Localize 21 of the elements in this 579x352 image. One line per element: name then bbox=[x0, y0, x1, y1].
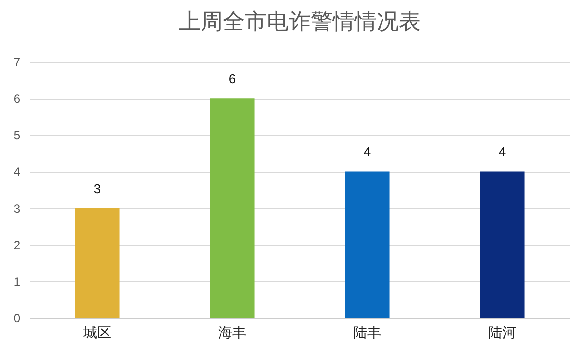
y-tick-label: 7 bbox=[14, 56, 21, 70]
bar bbox=[75, 208, 120, 318]
bar bbox=[345, 172, 390, 318]
bar bbox=[210, 98, 255, 318]
bar bbox=[480, 172, 525, 318]
data-label: 4 bbox=[498, 144, 506, 160]
data-label: 6 bbox=[228, 72, 236, 87]
y-tick-label: 2 bbox=[14, 238, 21, 252]
data-label: 3 bbox=[94, 181, 102, 196]
x-tick-label: 陆河 bbox=[488, 326, 516, 342]
y-tick-label: 3 bbox=[14, 202, 21, 216]
y-tick-label: 4 bbox=[14, 165, 21, 180]
data-label: 4 bbox=[364, 144, 372, 160]
y-tick-label: 0 bbox=[14, 312, 21, 326]
x-tick-label: 陆丰 bbox=[354, 326, 382, 342]
x-tick-label: 城区 bbox=[82, 326, 112, 342]
y-tick-label: 5 bbox=[14, 128, 21, 143]
chart-title: 上周全市电诈警情情况表 bbox=[179, 9, 421, 34]
x-tick-label: 海丰 bbox=[218, 326, 246, 342]
y-tick-label: 1 bbox=[14, 274, 21, 289]
y-tick-label: 6 bbox=[14, 92, 21, 106]
